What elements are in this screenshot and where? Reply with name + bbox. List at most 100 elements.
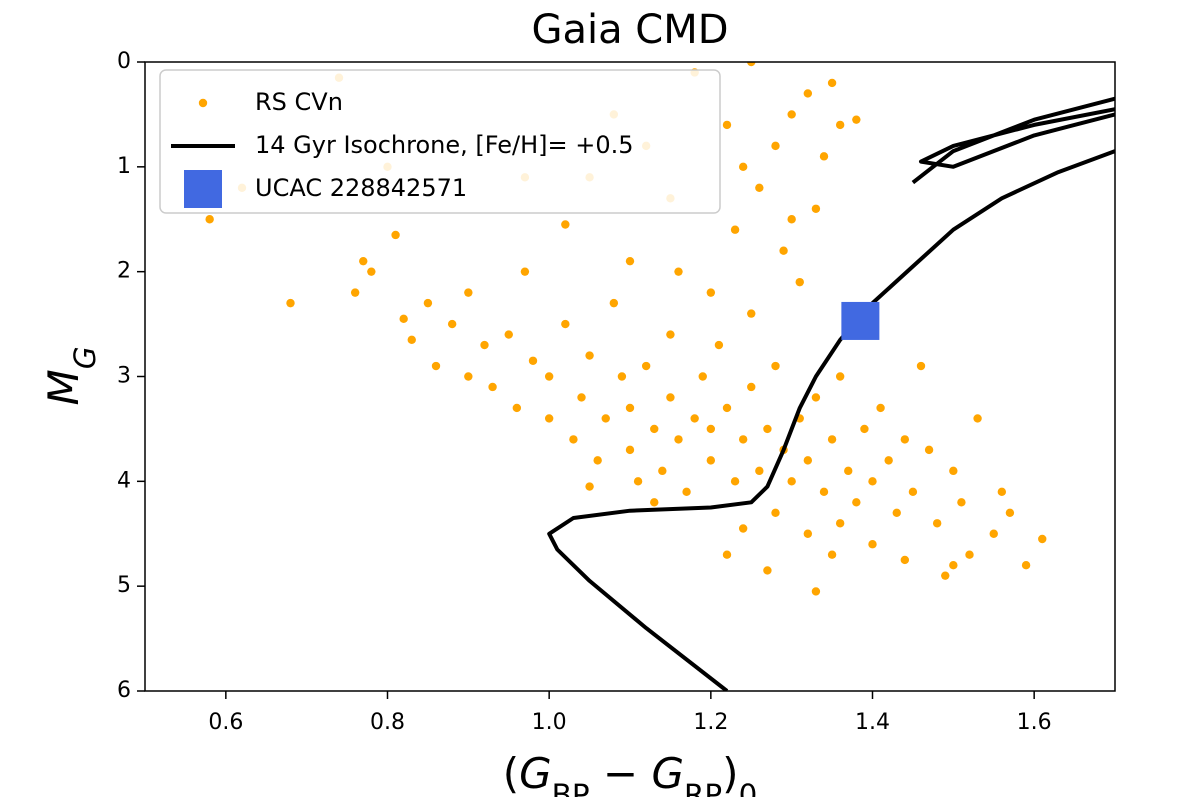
data-point xyxy=(690,414,699,423)
data-point xyxy=(771,508,780,517)
y-tick-label: 6 xyxy=(117,678,131,703)
data-point xyxy=(787,477,796,486)
data-point xyxy=(544,372,554,381)
y-axis-label-part: M xyxy=(39,369,88,405)
data-point xyxy=(367,267,376,276)
legend-box xyxy=(159,69,721,214)
data-point xyxy=(835,120,845,130)
data-point xyxy=(359,256,368,266)
data-point xyxy=(747,309,756,318)
data-point xyxy=(1038,534,1047,544)
data-point xyxy=(391,230,400,240)
data-point xyxy=(787,110,796,119)
data-point xyxy=(286,298,295,308)
data-point xyxy=(738,524,748,533)
data-point xyxy=(561,220,570,229)
data-point xyxy=(908,487,918,497)
data-point xyxy=(763,566,772,575)
data-point xyxy=(593,456,602,465)
data-point xyxy=(835,372,845,381)
data-point xyxy=(658,466,667,476)
data-point xyxy=(625,403,635,413)
data-point xyxy=(1021,561,1031,570)
legend-marker xyxy=(198,98,208,108)
x-axis-label-part: G xyxy=(651,749,684,797)
data-point xyxy=(569,435,578,444)
data-point xyxy=(892,508,901,517)
data-point xyxy=(803,456,813,465)
x-axis-label-part: G xyxy=(519,749,552,797)
data-point xyxy=(803,89,813,98)
data-point xyxy=(601,414,610,423)
data-point xyxy=(763,424,772,434)
data-point xyxy=(504,330,513,339)
data-point xyxy=(544,414,554,423)
data-point xyxy=(755,466,764,476)
data-point xyxy=(706,456,716,465)
data-point xyxy=(747,382,756,392)
data-point xyxy=(771,141,780,151)
data-point xyxy=(1005,508,1015,517)
data-point xyxy=(609,298,619,308)
x-axis-label-part: RP xyxy=(684,778,722,797)
data-point xyxy=(827,435,837,444)
data-point xyxy=(407,335,416,345)
data-point xyxy=(650,424,659,434)
data-point xyxy=(852,498,861,507)
data-point xyxy=(827,78,837,88)
data-point xyxy=(852,115,861,124)
data-point xyxy=(625,445,635,455)
data-point xyxy=(722,550,732,559)
data-point xyxy=(997,487,1007,497)
data-point xyxy=(480,340,489,350)
data-point xyxy=(819,487,829,497)
data-point xyxy=(771,361,780,371)
x-axis-label-part: − xyxy=(590,749,652,797)
data-point xyxy=(868,540,877,549)
data-point xyxy=(674,267,683,276)
data-point xyxy=(738,162,748,172)
plot-area xyxy=(205,62,1115,691)
data-point xyxy=(811,587,821,596)
x-tick-label: 1.2 xyxy=(693,710,728,735)
data-point xyxy=(957,498,966,507)
data-point xyxy=(561,319,570,329)
y-axis-label-part: G xyxy=(68,346,102,369)
data-point xyxy=(464,372,473,381)
data-point xyxy=(876,403,885,413)
data-point xyxy=(949,561,958,570)
plot-frame xyxy=(144,61,1116,692)
chart-title: Gaia CMD xyxy=(531,7,728,53)
y-tick-label: 0 xyxy=(117,49,131,74)
data-point xyxy=(666,330,675,339)
data-point xyxy=(350,288,360,297)
y-axis-label: MG xyxy=(39,346,102,405)
data-point xyxy=(811,393,821,402)
data-point xyxy=(787,215,796,224)
y-tick-label: 2 xyxy=(117,259,131,284)
data-point xyxy=(779,246,788,255)
data-point xyxy=(965,550,974,559)
data-point xyxy=(464,288,473,297)
data-point xyxy=(682,487,691,497)
data-square xyxy=(841,301,880,340)
data-point xyxy=(973,414,982,423)
data-point xyxy=(585,351,594,360)
data-point xyxy=(924,445,934,455)
data-point xyxy=(698,372,707,381)
data-point xyxy=(884,456,893,465)
data-point xyxy=(585,482,594,491)
data-point xyxy=(747,62,756,67)
data-point xyxy=(399,314,408,324)
data-point xyxy=(868,477,877,486)
legend-label: RS CVn xyxy=(255,88,343,116)
data-point xyxy=(447,319,457,329)
data-point xyxy=(706,288,716,297)
x-tick-label: 0.6 xyxy=(208,710,243,735)
data-point xyxy=(795,277,804,287)
data-point xyxy=(625,256,635,266)
data-point xyxy=(641,361,651,371)
x-tick-label: 1.6 xyxy=(1017,710,1052,735)
data-point xyxy=(819,152,829,161)
